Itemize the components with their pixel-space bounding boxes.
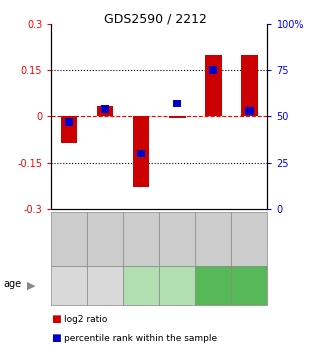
Text: GSM99190: GSM99190 [173,218,182,260]
Text: OD
0.73: OD 0.73 [167,276,188,295]
Text: GDS2590 / 2212: GDS2590 / 2212 [104,12,207,25]
Text: age: age [3,279,21,289]
Bar [137,149,146,157]
Bar [205,55,221,117]
Text: ■: ■ [51,333,61,343]
Text: percentile rank within the sample: percentile rank within the sample [64,334,217,343]
Text: GSM99189: GSM99189 [137,218,146,259]
Bar [61,117,77,142]
Text: OD 1.02: OD 1.02 [198,281,229,290]
Text: ■: ■ [51,314,61,324]
Text: OD
0.08: OD 0.08 [59,276,79,295]
Bar [209,67,217,74]
Text: OD
1.27: OD 1.27 [239,276,259,295]
Bar [97,106,114,117]
Bar [133,117,150,187]
Bar [241,55,258,117]
Bar [173,100,181,107]
Text: GSM99191: GSM99191 [209,218,218,259]
Bar [101,105,109,113]
Text: GSM99188: GSM99188 [101,218,110,259]
Bar [65,118,73,126]
Text: ▶: ▶ [27,280,35,290]
Text: log2 ratio: log2 ratio [64,315,107,324]
Text: OD
0.15: OD 0.15 [95,276,115,295]
Text: GSM99192: GSM99192 [245,218,254,259]
Bar [245,107,253,115]
Text: GSM99187: GSM99187 [65,218,74,259]
Bar [169,117,185,118]
Text: OD 0.34: OD 0.34 [126,281,157,290]
